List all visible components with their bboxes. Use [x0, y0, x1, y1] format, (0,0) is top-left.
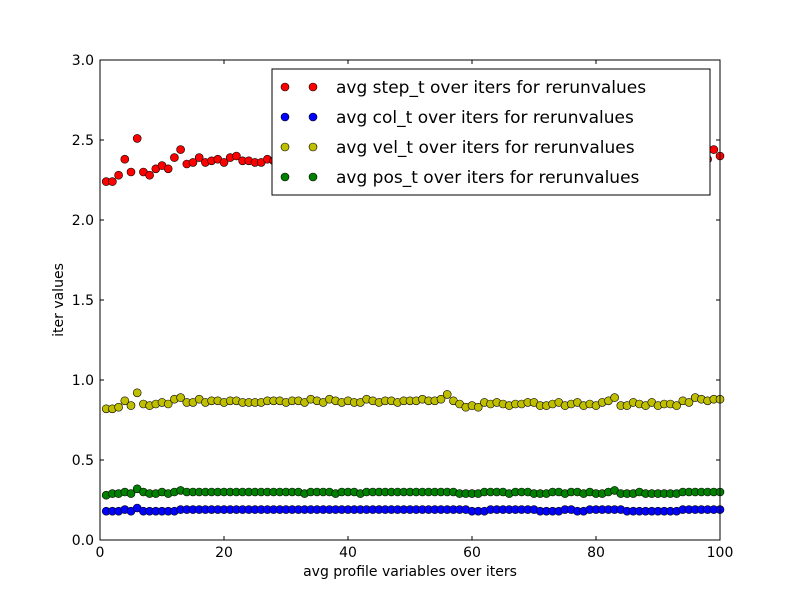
y-axis: 0.0 0.5 1.0 1.5 2.0 2.5 3.0: [72, 53, 720, 549]
data-point: [610, 393, 619, 402]
data-point: [176, 145, 185, 154]
data-point: [120, 154, 130, 164]
x-tick-label: 20: [215, 545, 233, 561]
data-point: [126, 489, 136, 498]
data-point: [436, 394, 446, 404]
legend-marker: [308, 112, 318, 122]
data-point: [170, 153, 179, 162]
legend-marker: [308, 82, 318, 92]
legend-label: avg pos_t over iters for rerunvalues: [336, 168, 640, 188]
x-tick-label: 0: [96, 545, 105, 561]
x-tick-label: 80: [587, 545, 605, 561]
data-point: [672, 401, 681, 410]
y-tick-label: 1.0: [72, 373, 94, 389]
data-point: [126, 167, 136, 177]
legend-box: [271, 68, 711, 196]
data-point: [176, 393, 185, 402]
plot-frame: [99, 59, 721, 541]
legend-label: avg step_t over iters for rerunvalues: [336, 78, 646, 98]
x-tick-label: 60: [463, 545, 481, 561]
legend-marker: [280, 82, 290, 92]
legend-marker: [280, 112, 290, 122]
data-point: [163, 164, 173, 174]
y-tick-label: 1.5: [72, 293, 94, 309]
x-axis: 0 20 40 60 80 100: [96, 60, 734, 561]
data-point: [132, 134, 142, 143]
data-point: [194, 153, 204, 162]
x-tick-label: 40: [339, 545, 357, 561]
data-point: [709, 145, 719, 154]
data-point: [108, 177, 117, 186]
data-point: [126, 401, 136, 410]
data-point: [163, 399, 173, 409]
data-point: [473, 402, 483, 412]
x-axis-label: avg profile variables over iters: [303, 564, 517, 580]
y-tick-label: 0.0: [72, 533, 94, 549]
data-point: [442, 390, 452, 399]
data-point: [232, 151, 241, 161]
legend-marker: [308, 142, 318, 152]
data-point: [145, 170, 154, 180]
legend-marker: [280, 172, 290, 182]
x-tick-label: 100: [707, 545, 734, 561]
y-tick-label: 2.5: [72, 133, 94, 149]
legend-label: avg col_t over iters for rerunvalues: [336, 108, 634, 128]
data-point: [120, 396, 130, 406]
data-point: [219, 158, 229, 167]
legend-marker: [308, 172, 318, 182]
data-point: [188, 158, 198, 167]
legend: avg step_t over iters for rerunvalues avg…: [271, 68, 711, 196]
y-axis-label: iter values: [51, 263, 67, 337]
legend-marker: [280, 142, 290, 152]
data-point: [684, 398, 694, 407]
data-point: [114, 402, 123, 412]
data-point: [114, 170, 123, 180]
legend-label: avg vel_t over iters for rerunvalues: [336, 138, 635, 158]
y-tick-label: 3.0: [72, 53, 94, 69]
y-tick-label: 2.0: [72, 213, 94, 229]
y-tick-label: 0.5: [72, 453, 94, 469]
data-point: [132, 388, 142, 398]
